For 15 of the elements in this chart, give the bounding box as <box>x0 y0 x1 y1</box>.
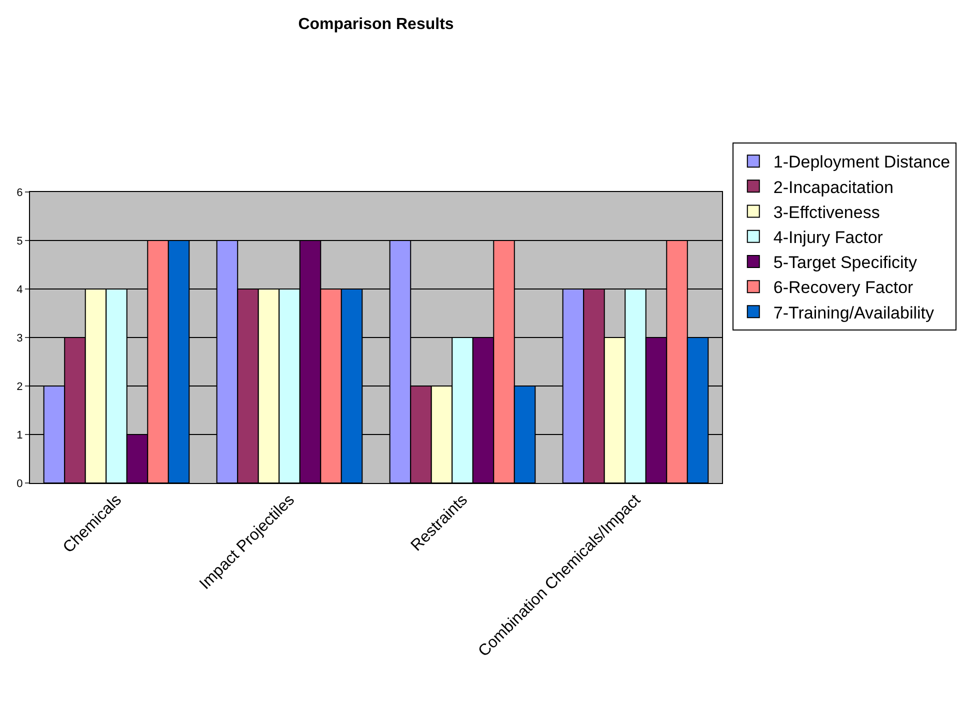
y-tick-label: 1 <box>16 429 23 442</box>
y-tick-label: 4 <box>16 284 23 296</box>
y-tick-label: 3 <box>16 332 23 344</box>
legend-label: 6-Recovery Factor <box>773 278 914 298</box>
y-tick-label: 0 <box>16 478 23 490</box>
y-tick-label: 6 <box>16 186 23 199</box>
legend-label: 4-Injury Factor <box>773 228 884 248</box>
legend-label: 3-Effctiveness <box>773 202 880 222</box>
chart-title: Comparison Results <box>298 16 454 34</box>
y-tick-label: 5 <box>16 235 23 248</box>
legend-label: 2-Incapacitation <box>773 178 894 197</box>
legend-label: 5-Target Specificity <box>773 253 918 272</box>
legend-label: 1-Deployment Distance <box>773 152 950 172</box>
y-tick-label: 2 <box>16 380 23 393</box>
legend-label: 7-Training/Availability <box>773 303 935 322</box>
